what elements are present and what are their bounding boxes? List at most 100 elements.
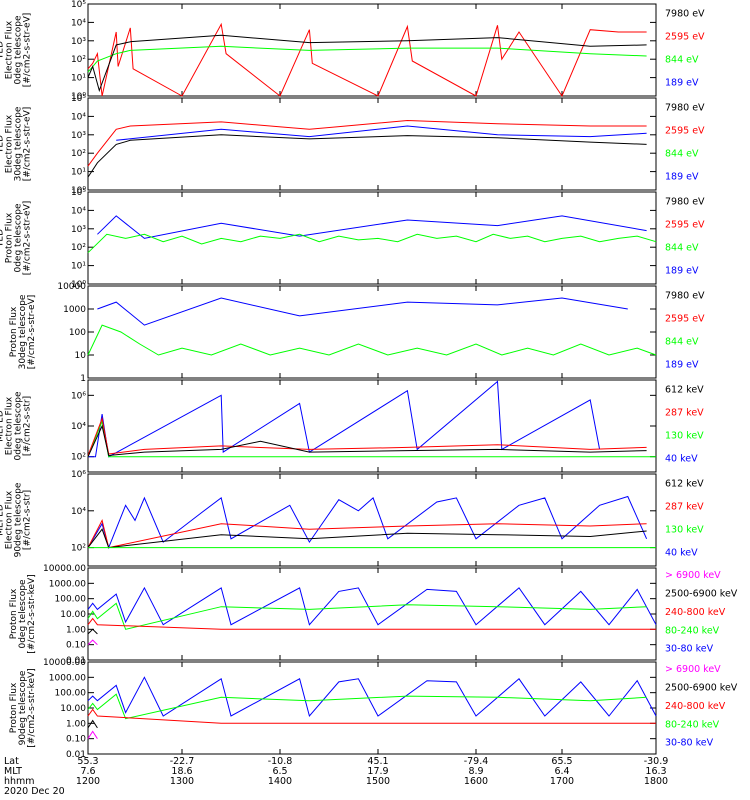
panel-frame	[87, 97, 657, 191]
y-axis-label: [#/cm2-s-str-eV]	[23, 201, 33, 276]
y-tick-label: 10⁰	[71, 92, 86, 102]
y-axis-label: TED	[0, 229, 6, 248]
y-tick-label: 10⁵	[71, 0, 86, 10]
y-axis-label: [#/cm2-s-str]	[23, 396, 33, 456]
y-axis-label: [#/cm2-s-str]	[23, 490, 33, 550]
legend-entry: 130 keV	[665, 525, 704, 536]
panel-8: 0.01 0.10 1.00 10.00 100.00 1000.00 10000.00 Pr…	[9, 658, 738, 760]
date-label: 2020 Dec 20	[4, 786, 65, 797]
x-row-label: hhmm	[4, 776, 35, 787]
y-tick-label: 10⁶	[71, 470, 86, 480]
legend-entry: 2595 eV	[665, 32, 705, 43]
y-tick-label: 10.00	[60, 610, 86, 620]
y-axis-label: [#/cm2-s-str-eV]	[23, 13, 33, 88]
legend-entry: 2595 eV	[665, 126, 705, 137]
panel-frame	[87, 3, 657, 97]
y-tick-label: 10³	[71, 131, 86, 141]
legend-entry: 844 eV	[665, 243, 699, 254]
y-tick-label: 100	[69, 328, 86, 338]
series-blue-line	[87, 676, 657, 718]
series-green-line	[87, 233, 657, 254]
y-tick-label: 0.01	[66, 750, 86, 760]
series-green-line	[87, 602, 647, 630]
legend-entry: 80-240 keV	[665, 625, 720, 636]
legend-entry: 80-240 keV	[665, 719, 720, 730]
x-tick-lat: -79.4	[464, 756, 489, 767]
y-axis-label: [#/cm2-s-str-eV]	[27, 295, 37, 370]
x-tick-hhmm: 1300	[170, 776, 194, 787]
series-black-line	[87, 34, 647, 93]
y-axis-label: MEPED	[0, 410, 6, 442]
y-axis-label: Proton Flux	[9, 588, 19, 639]
y-tick-label: 10	[75, 351, 87, 361]
y-axis-label: 30deg telescope	[18, 294, 28, 369]
series-red-line	[87, 617, 656, 630]
panel-4: 1 10 100 1000 10000 Proton Flux 30deg telescop…	[9, 282, 705, 384]
series-red-line	[87, 22, 647, 98]
y-axis-label: [#/cm2-s-str-eV]	[23, 107, 33, 182]
y-tick-label: 10⁰	[71, 280, 86, 290]
panel-5: 10² 10⁴ 10⁶ MEPED Electron Flux 0deg telescop…	[0, 379, 704, 473]
y-axis-label: Electron Flux	[5, 20, 15, 79]
y-axis-label: [#/cm2-s-str-keV]	[27, 574, 37, 653]
legend-entry: > 6900 keV	[665, 664, 721, 675]
y-axis-label: 0deg telescope	[14, 391, 24, 461]
legend-entry: 287 keV	[665, 502, 704, 513]
x-tick-hhmm: 1800	[644, 776, 668, 787]
legend-entry: 7980 eV	[665, 197, 705, 208]
y-tick-label: 10¹	[71, 168, 86, 178]
series-red-line	[87, 518, 647, 549]
y-axis-label: 0deg telescope	[18, 579, 28, 649]
panel-frame	[87, 379, 657, 473]
series-blue-line	[97, 297, 628, 326]
y-tick-label: 1000.00	[49, 673, 86, 683]
legend-entry: 2500-6900 keV	[665, 589, 738, 600]
y-axis-label: Proton Flux	[9, 306, 19, 357]
x-axis: LatMLThhmm55.37.61200-22.718.61300-10.86…	[4, 756, 668, 797]
legend-entry: 189 eV	[665, 172, 699, 183]
series-black-line	[87, 719, 98, 729]
x-tick-hhmm: 1500	[366, 776, 390, 787]
x-tick-hhmm: 1700	[550, 776, 574, 787]
series-black-line	[87, 424, 647, 457]
y-tick-label: 10⁴	[71, 18, 86, 28]
legend-entry: 2500-6900 keV	[665, 683, 738, 694]
y-tick-label: 10000	[57, 282, 86, 292]
x-tick-mlt: 8.9	[468, 766, 483, 777]
legend-entry: 189 eV	[665, 78, 699, 89]
legend-entry: 844 eV	[665, 55, 699, 66]
panel-frame	[87, 191, 657, 285]
x-tick-mlt: 18.6	[171, 766, 192, 777]
y-axis-label: Proton Flux	[9, 682, 19, 733]
legend-entry: 2595 eV	[665, 220, 705, 231]
y-axis-label: MEPED	[0, 504, 6, 536]
legend-entry: 844 eV	[665, 337, 699, 348]
panel-7: 0.01 0.10 1.00 10.00 100.00 1000.00 10000.00 Pr…	[9, 564, 738, 666]
y-tick-label: 0.10	[66, 641, 86, 651]
legend-entry: 2595 eV	[665, 314, 705, 325]
x-tick-hhmm: 1200	[76, 776, 100, 787]
y-tick-label: 1000.00	[49, 579, 86, 589]
x-row-label: Lat	[4, 756, 19, 767]
series-blue-line	[97, 215, 647, 239]
x-tick-lat: -22.7	[170, 756, 195, 767]
y-tick-label: 10.00	[60, 704, 86, 714]
y-tick-label: 10⁴	[71, 507, 86, 517]
y-tick-label: 10⁴	[71, 206, 86, 216]
x-tick-mlt: 16.3	[645, 766, 666, 777]
y-tick-label: 1.00	[66, 719, 86, 729]
y-tick-label: 10²	[71, 149, 86, 159]
y-tick-label: 10³	[71, 37, 86, 47]
series-magenta-line	[87, 639, 98, 646]
x-tick-hhmm: 1600	[464, 776, 488, 787]
panel-2: 10⁰ 10¹ 10² 10³ 10⁴ 10⁵ TED Electron Flux 30deg …	[0, 94, 705, 196]
y-tick-label: 100.00	[55, 595, 87, 605]
y-tick-label: 10⁵	[71, 188, 86, 198]
legend-entry: 40 keV	[665, 454, 698, 465]
y-tick-label: 0.10	[66, 735, 86, 745]
series-blue-line	[88, 380, 601, 458]
y-tick-label: 10⁴	[71, 112, 86, 122]
y-tick-label: 10²	[71, 544, 86, 554]
series-red-line	[87, 119, 647, 167]
